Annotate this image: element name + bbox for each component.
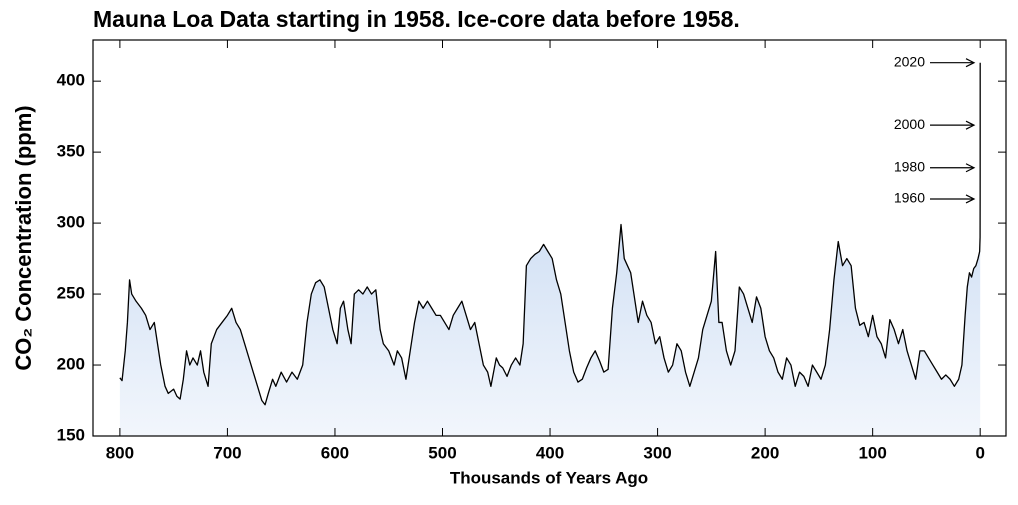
y-tick-label: 150	[57, 425, 85, 444]
x-tick-label: 400	[536, 443, 564, 462]
annotation-arrowhead	[965, 163, 976, 173]
chart-title: Mauna Loa Data starting in 1958. Ice-cor…	[93, 6, 740, 32]
plot-frame	[92, 39, 1007, 437]
y-tick-label: 250	[57, 284, 85, 303]
annotation-arrowhead	[965, 194, 976, 204]
y-tick-label: 350	[57, 142, 85, 161]
annotation-label: 2000	[894, 116, 925, 132]
x-axis-label: Thousands of Years Ago	[450, 468, 648, 487]
annotation-arrowhead	[965, 58, 976, 68]
y-axis-label: CO₂ Concentration (ppm)	[11, 105, 36, 370]
y-tick-label: 200	[57, 355, 85, 374]
annotation-label: 1980	[894, 158, 925, 174]
y-tick-label: 400	[57, 71, 85, 90]
data-line	[119, 62, 981, 406]
x-tick-label: 0	[975, 443, 984, 462]
x-tick-label: 300	[643, 443, 671, 462]
annotation-arrowhead	[965, 120, 976, 130]
x-tick-label: 100	[858, 443, 886, 462]
area-fill	[119, 62, 981, 437]
x-tick-label: 600	[321, 443, 349, 462]
annotation-label: 1960	[894, 190, 925, 206]
x-tick-label: 700	[213, 443, 241, 462]
annotation-label: 2020	[894, 53, 925, 69]
x-tick-label: 500	[428, 443, 456, 462]
x-tick-label: 200	[751, 443, 779, 462]
x-tick-label: 800	[106, 443, 134, 462]
y-tick-label: 300	[57, 213, 85, 232]
